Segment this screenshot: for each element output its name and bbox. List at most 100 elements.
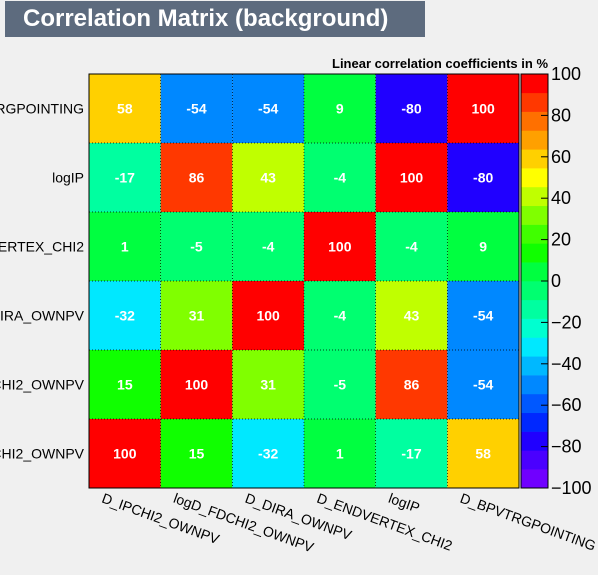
cell-value-label: 100 [113,446,137,462]
colorbar-step [521,281,548,301]
heatmap-cell [160,143,233,212]
cell-value-label: 100 [256,308,280,324]
heatmap-cell [89,281,161,350]
colorbar-tick-label: −100 [551,478,592,498]
cell-value-label: 9 [479,239,487,255]
cell-value-label: -54 [473,377,493,393]
cell-value-label: -80 [473,170,493,186]
cell-value-label: 31 [260,377,276,393]
cell-value-label: -32 [115,308,135,324]
heatmap-cell [375,74,448,143]
cell-value-label: -4 [262,239,275,255]
colorbar-tick-label: −80 [551,437,582,457]
cell-value-label: -5 [334,377,347,393]
cell-value-label: -4 [334,308,347,324]
cell-value-label: 15 [189,446,205,462]
cell-value-label: 1 [336,446,344,462]
heatmap-cell [375,281,448,350]
colorbar-step [521,431,548,451]
heatmap-cell [89,350,161,419]
colorbar-step [521,337,548,357]
heatmap-cell [375,143,448,212]
heatmap-cell [232,212,304,281]
cell-value-label: 100 [471,101,495,117]
cell-value-label: 100 [185,377,209,393]
heatmap-cell [89,143,161,212]
heatmap-cell [89,212,161,281]
heatmap-cell [375,212,448,281]
x-tick-label: D_BPVTRGPOINTING [458,490,598,554]
heatmap-cell [232,281,304,350]
heatmap-cell [160,281,233,350]
cell-value-label: 100 [400,170,424,186]
heatmap-cell [447,143,519,212]
heatmap-cell [304,74,376,143]
heatmap-cell [160,74,233,143]
heatmap-cells: 58 -54 -54 9 -80 100 -17 86 43 -4 100 -80 1 -5 -4 100 -4… [88,73,520,489]
y-tick-label: logIP [52,170,84,186]
colorbar-step [521,205,548,225]
heatmap-cell [304,281,376,350]
heatmap-cell [89,419,161,488]
cell-value-label: -80 [401,101,421,117]
colorbar-tick-label: −60 [551,395,582,415]
heatmap-cell [232,350,304,419]
cell-value-label: -54 [473,308,493,324]
colorbar-step [521,262,548,282]
cell-value-label: -54 [186,101,206,117]
cell-value-label: -32 [258,446,278,462]
colorbar-step [521,469,548,489]
heatmap-cell [375,350,448,419]
colorbar-step [521,299,548,319]
colorbar-step [521,393,548,414]
heatmap-cell [89,74,161,143]
y-tick-label: RGPOINTING [0,101,84,117]
cell-value-label: -5 [190,239,203,255]
heatmap-cell [160,212,233,281]
y-tick-label: CHI2_OWNPV [0,446,85,462]
cell-value-label: -17 [115,170,135,186]
colorbar-step [521,149,548,169]
cell-value-label: 58 [475,446,491,462]
colorbar-step [521,375,548,395]
cell-value-label: 9 [336,101,344,117]
colorbar: 100 80 60 40 20 0 −20 −40 −60 −80 −100 [520,64,592,498]
colorbar-step [521,224,548,244]
y-tick-label: DIRA_OWNPV [0,308,85,324]
colorbar-step [521,412,548,432]
heatmap-cell [160,350,233,419]
colorbar-tick-label: 100 [551,64,581,84]
cell-value-label: -4 [334,170,347,186]
heatmap-cell [447,419,519,488]
colorbar-step [521,111,548,131]
heatmap-cell [304,143,376,212]
heatmap-cell [447,281,519,350]
colorbar-step [521,243,548,263]
cell-value-label: 43 [260,170,276,186]
colorbar-step [521,186,548,207]
cell-value-label: 31 [189,308,205,324]
chart-title: Correlation Matrix (background) [5,1,425,37]
plot-frame [88,73,520,489]
x-tick-label: D_IPCHI2_OWNPV [100,490,222,548]
heatmap-cell [232,74,304,143]
cell-value-label: 1 [121,239,129,255]
colorbar-tick-label: −40 [551,354,582,374]
heatmap-cell [304,212,376,281]
cell-value-label: -17 [401,446,421,462]
cell-value-label: 15 [117,377,133,393]
cell-value-label: 86 [189,170,205,186]
heatmap-cell [160,419,233,488]
colorbar-tick-label: 20 [551,230,571,250]
cell-value-label: -4 [405,239,418,255]
colorbar-step [521,74,548,94]
colorbar-tick-label: 60 [551,147,571,167]
colorbar-step [521,318,548,338]
colorbar-tick-label: 40 [551,188,571,208]
chart-subtitle: Linear correlation coefficients in % [332,56,548,71]
cell-value-label: 58 [117,101,133,117]
colorbar-step [521,450,548,470]
heatmap-cell [447,212,519,281]
x-tick-label: logIP [386,490,421,516]
